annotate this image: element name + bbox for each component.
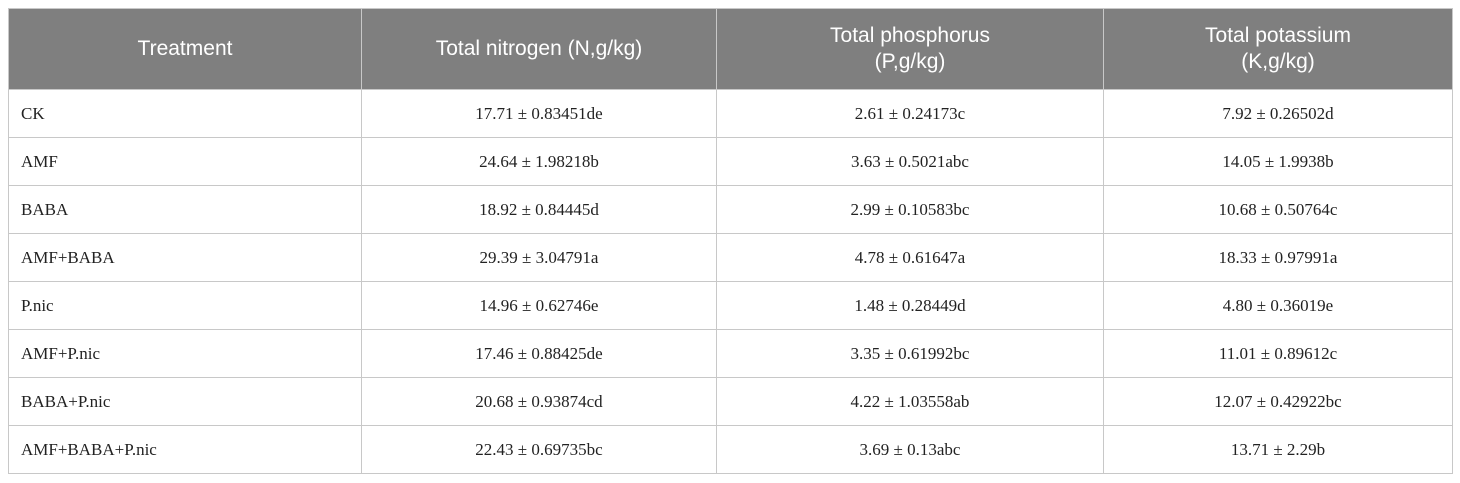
data-table: Treatment Total nitrogen (N,g/kg) Total … [8,8,1453,474]
treatment-cell: BABA [8,185,362,234]
value-cell: 2.99 ± 0.10583bc [716,185,1104,234]
treatment-cell: AMF [8,137,362,186]
value-cell: 4.22 ± 1.03558ab [716,377,1104,426]
value-cell: 17.46 ± 0.88425de [361,329,717,378]
value-cell: 17.71 ± 0.83451de [361,89,717,138]
value-cell: 13.71 ± 2.29b [1103,425,1453,474]
value-cell: 24.64 ± 1.98218b [361,137,717,186]
value-cell: 20.68 ± 0.93874cd [361,377,717,426]
table-row: AMF+P.nic 17.46 ± 0.88425de 3.35 ± 0.61992… [8,329,1453,378]
table-body: CK 17.71 ± 0.83451de 2.61 ± 0.24173c 7.92 ±… [8,89,1453,474]
value-cell: 18.92 ± 0.84445d [361,185,717,234]
value-cell: 12.07 ± 0.42922bc [1103,377,1453,426]
value-cell: 4.80 ± 0.36019e [1103,281,1453,330]
treatment-cell: AMF+BABA [8,233,362,282]
table-row: P.nic 14.96 ± 0.62746e 1.48 ± 0.28449d 4.80… [8,281,1453,330]
table-row: AMF+BABA+P.nic 22.43 ± 0.69735bc 3.69 ± 0.… [8,425,1453,474]
value-cell: 10.68 ± 0.50764c [1103,185,1453,234]
header-row: Treatment Total nitrogen (N,g/kg) Total … [8,8,1453,90]
treatment-cell: P.nic [8,281,362,330]
value-cell: 18.33 ± 0.97991a [1103,233,1453,282]
treatment-cell: AMF+P.nic [8,329,362,378]
value-cell: 2.61 ± 0.24173c [716,89,1104,138]
header-cell: Total phosphorus (P,g/kg) [716,8,1104,90]
table-row: AMF+BABA 29.39 ± 3.04791a 4.78 ± 0.61647a 1… [8,233,1453,282]
value-cell: 22.43 ± 0.69735bc [361,425,717,474]
table-header: Treatment Total nitrogen (N,g/kg) Total … [8,8,1453,90]
header-cell: Total potassium (K,g/kg) [1103,8,1453,90]
table-row: AMF 24.64 ± 1.98218b 3.63 ± 0.5021abc 14.05… [8,137,1453,186]
treatment-cell: BABA+P.nic [8,377,362,426]
value-cell: 3.69 ± 0.13abc [716,425,1104,474]
header-text: Treatment [137,37,233,60]
table-row: CK 17.71 ± 0.83451de 2.61 ± 0.24173c 7.92 ±… [8,89,1453,138]
header-cell: Total nitrogen (N,g/kg) [361,8,717,90]
value-cell: 4.78 ± 0.61647a [716,233,1104,282]
header-text: Total phosphorus (P,g/kg) [830,24,990,73]
value-cell: 1.48 ± 0.28449d [716,281,1104,330]
table-row: BABA+P.nic 20.68 ± 0.93874cd 4.22 ± 1.0355… [8,377,1453,426]
value-cell: 3.35 ± 0.61992bc [716,329,1104,378]
treatment-cell: CK [8,89,362,138]
header-text: Total potassium (K,g/kg) [1205,24,1351,73]
value-cell: 11.01 ± 0.89612c [1103,329,1453,378]
header-cell: Treatment [8,8,362,90]
value-cell: 7.92 ± 0.26502d [1103,89,1453,138]
value-cell: 14.05 ± 1.9938b [1103,137,1453,186]
table-row: BABA 18.92 ± 0.84445d 2.99 ± 0.10583bc 10.6… [8,185,1453,234]
treatment-cell: AMF+BABA+P.nic [8,425,362,474]
header-text: Total nitrogen (N,g/kg) [435,37,643,60]
value-cell: 3.63 ± 0.5021abc [716,137,1104,186]
value-cell: 14.96 ± 0.62746e [361,281,717,330]
value-cell: 29.39 ± 3.04791a [361,233,717,282]
